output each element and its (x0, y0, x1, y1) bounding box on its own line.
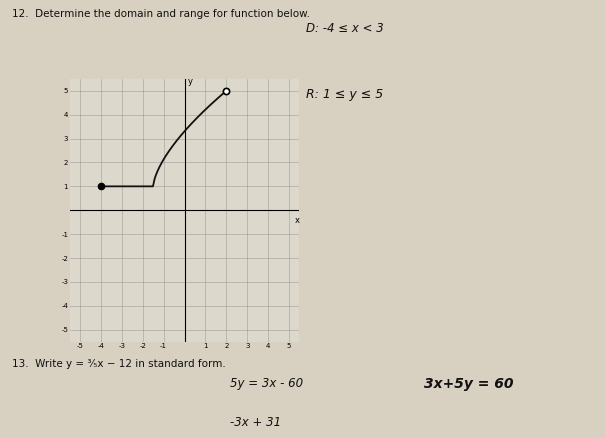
Text: 12.  Determine the domain and range for function below.: 12. Determine the domain and range for f… (12, 9, 310, 19)
Text: 13.  Write y = ³⁄₅x − 12 in standard form.: 13. Write y = ³⁄₅x − 12 in standard form… (12, 359, 226, 369)
Text: x: x (295, 216, 300, 226)
Text: 3x+5y = 60: 3x+5y = 60 (424, 377, 513, 391)
Text: D: -4 ≤ x < 3: D: -4 ≤ x < 3 (306, 22, 384, 35)
Text: y: y (188, 77, 192, 86)
Text: R: 1 ≤ y ≤ 5: R: 1 ≤ y ≤ 5 (306, 88, 383, 101)
Text: 5y = 3x - 60: 5y = 3x - 60 (230, 377, 303, 390)
Text: -3x + 31: -3x + 31 (230, 416, 281, 429)
